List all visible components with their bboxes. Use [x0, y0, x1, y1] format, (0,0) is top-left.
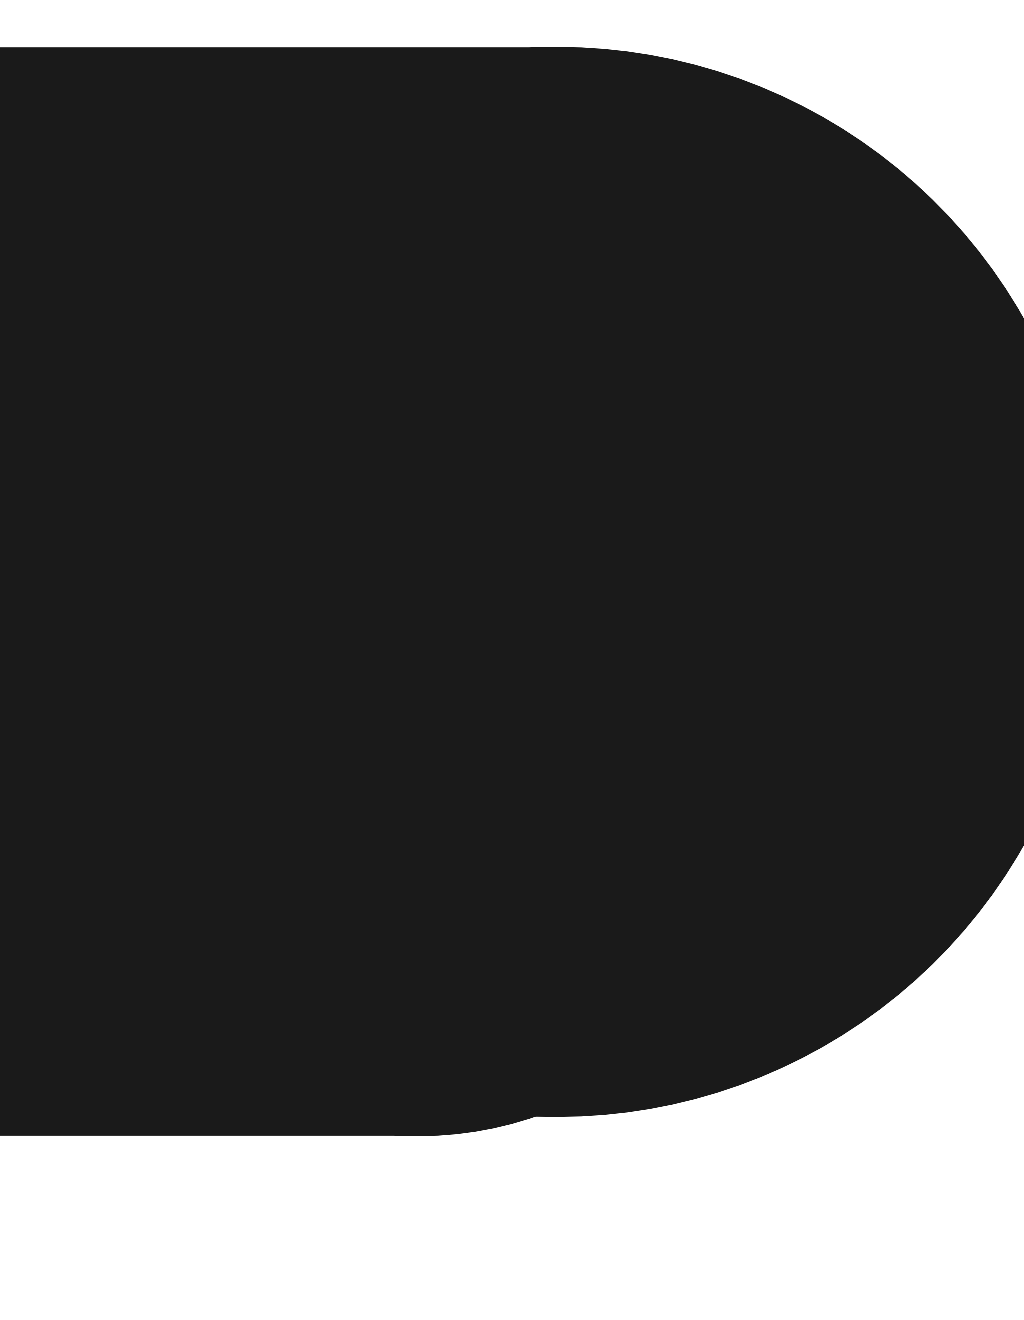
Text: S: S: [394, 818, 402, 832]
Text: 2: 2: [767, 723, 773, 731]
Text: Cl: Cl: [361, 391, 375, 404]
Text: HO: HO: [535, 774, 556, 787]
Text: (i) rabbit liver esterase, phosphate buffer, CH₃CN.: (i) rabbit liver esterase, phosphate buf…: [183, 1040, 503, 1053]
Text: OTBS: OTBS: [454, 605, 490, 618]
Text: S: S: [431, 524, 439, 537]
Text: CH: CH: [452, 717, 472, 730]
Text: OH: OH: [367, 800, 388, 813]
Text: S: S: [490, 620, 499, 634]
Text: (d)enone 10, THF -78 °C; (e) HF-pyridine, CH₃CN; separate diastereomers: (d)enone 10, THF -78 °C; (e) HF-pyridine…: [183, 1024, 657, 1038]
Text: S: S: [712, 818, 721, 832]
Text: Fig. 5: Fig. 5: [456, 342, 513, 360]
Text: OTBS: OTBS: [248, 488, 285, 502]
Text: 20: 20: [413, 656, 432, 669]
Text: S: S: [398, 722, 407, 735]
Text: e: e: [593, 564, 601, 577]
Text: d: d: [189, 572, 199, 585]
Text: OH: OH: [685, 800, 706, 813]
Text: S: S: [492, 520, 500, 533]
Text: CO: CO: [431, 717, 452, 730]
Text: 3: 3: [469, 723, 475, 731]
Text: 19: 19: [278, 525, 297, 539]
Text: H: H: [772, 717, 783, 730]
Text: Jul. 14, 2011  Sheet 5 of 9: Jul. 14, 2011 Sheet 5 of 9: [418, 180, 632, 194]
Text: CH: CH: [545, 515, 565, 528]
Text: b: b: [513, 444, 522, 458]
Text: S: S: [338, 726, 346, 739]
Text: 21,22: 21,22: [296, 859, 340, 874]
Text: CO: CO: [524, 515, 544, 528]
Text: 23,24: 23,24: [614, 859, 657, 874]
Text: HO: HO: [217, 774, 238, 787]
Text: TBSO: TBSO: [278, 582, 314, 594]
Text: f: f: [451, 760, 456, 774]
Text: S: S: [342, 453, 350, 465]
Text: a: a: [428, 444, 436, 458]
Text: 2: 2: [544, 521, 550, 531]
Text: Cl: Cl: [513, 564, 527, 577]
Text: 2: 2: [451, 723, 457, 731]
Text: CO: CO: [749, 717, 769, 730]
Text: O: O: [270, 698, 281, 711]
Text: (a)Cp₂ZrHCl, THF; (b) MeLi, Et₂O -78 °C; (c) lithium 2-thienycyanocuprate;: (a)Cp₂ZrHCl, THF; (b) MeLi, Et₂O -78 °C;…: [183, 1010, 663, 1022]
Text: Cl: Cl: [415, 760, 428, 774]
Text: 3: 3: [562, 521, 568, 531]
Text: O: O: [588, 698, 598, 711]
Text: O: O: [364, 502, 374, 515]
Text: US 2011/0172435 A1: US 2011/0172435 A1: [695, 180, 868, 194]
Text: Cl: Cl: [732, 760, 746, 774]
Text: c: c: [603, 444, 610, 458]
Text: S: S: [655, 726, 664, 739]
Text: Patent Application Publication: Patent Application Publication: [183, 180, 436, 194]
Text: S: S: [716, 722, 724, 735]
